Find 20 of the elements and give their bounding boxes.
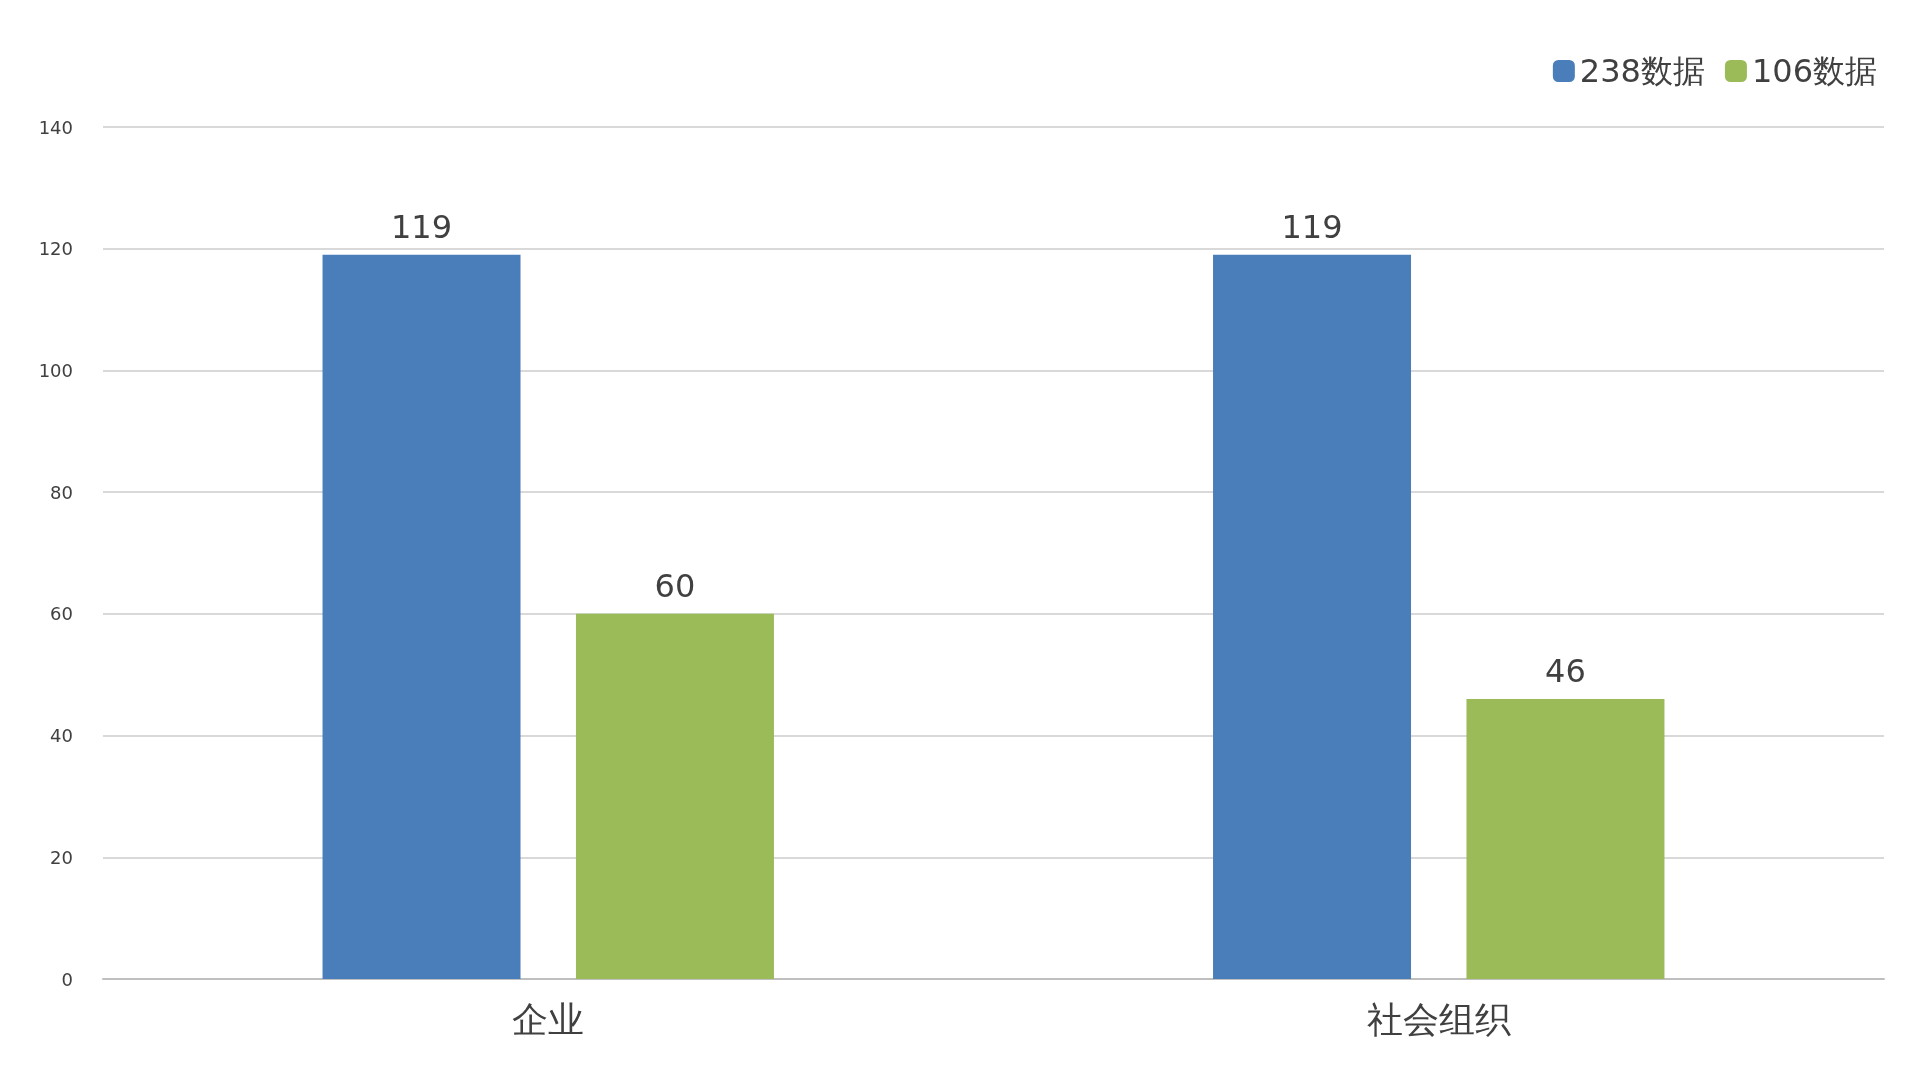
y-tick-label: 140 <box>38 116 73 138</box>
bar <box>1466 699 1665 979</box>
y-tick-label: 20 <box>50 846 73 868</box>
data-label: 46 <box>1545 652 1586 691</box>
y-tick-label: 40 <box>50 725 73 747</box>
x-tick-label: 社会组织 <box>1366 998 1511 1040</box>
data-label: 119 <box>1281 207 1343 246</box>
data-label: 119 <box>390 207 453 246</box>
legend-label: 106数据 <box>1751 52 1877 90</box>
legend-label: 238数据 <box>1579 52 1705 90</box>
y-tick-label: 60 <box>50 603 73 625</box>
bar <box>322 254 521 979</box>
y-tick-label: 80 <box>50 481 73 503</box>
x-tick-label: 企业 <box>512 998 585 1040</box>
y-tick-label: 0 <box>61 968 73 990</box>
y-tick-label: 100 <box>38 359 73 381</box>
bar <box>575 613 774 979</box>
data-label: 60 <box>654 566 696 605</box>
bar <box>1213 254 1412 979</box>
y-tick-label: 120 <box>38 238 73 260</box>
